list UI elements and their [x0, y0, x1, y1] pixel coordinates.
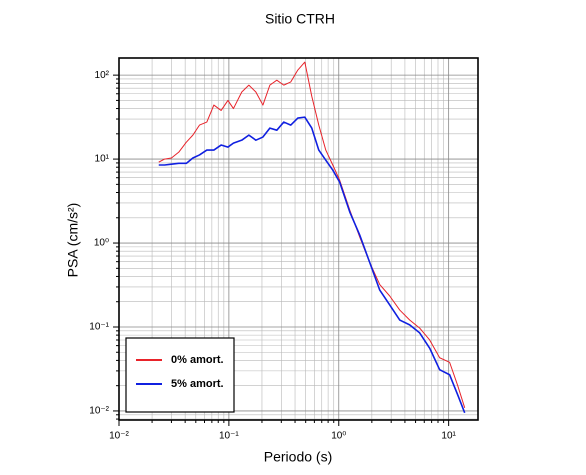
series-line: [158, 61, 466, 408]
legend-box: [125, 337, 235, 413]
series-line: [158, 116, 466, 414]
y-tick-label: 10¹: [95, 154, 110, 165]
x-tick-label: 10¹: [441, 431, 456, 442]
y-tick-label: 10⁻²: [89, 406, 109, 417]
x-tick-label: 10⁻²: [109, 431, 129, 442]
legend-label: 5% amort.: [171, 378, 224, 390]
plot-frame: [118, 57, 479, 421]
y-axis-label: PSA (cm/s²): [65, 203, 81, 278]
x-tick-label: 10⁻¹: [219, 431, 239, 442]
legend-label: 0% amort.: [171, 354, 224, 366]
y-tick-label: 10⁰: [94, 238, 109, 249]
y-tick-label: 10²: [95, 70, 110, 81]
x-tick-label: 10⁰: [331, 431, 346, 442]
x-axis-label: Periodo (s): [264, 449, 332, 465]
y-tick-label: 10⁻¹: [89, 322, 109, 333]
chart-title: Sitio CTRH: [265, 11, 335, 27]
